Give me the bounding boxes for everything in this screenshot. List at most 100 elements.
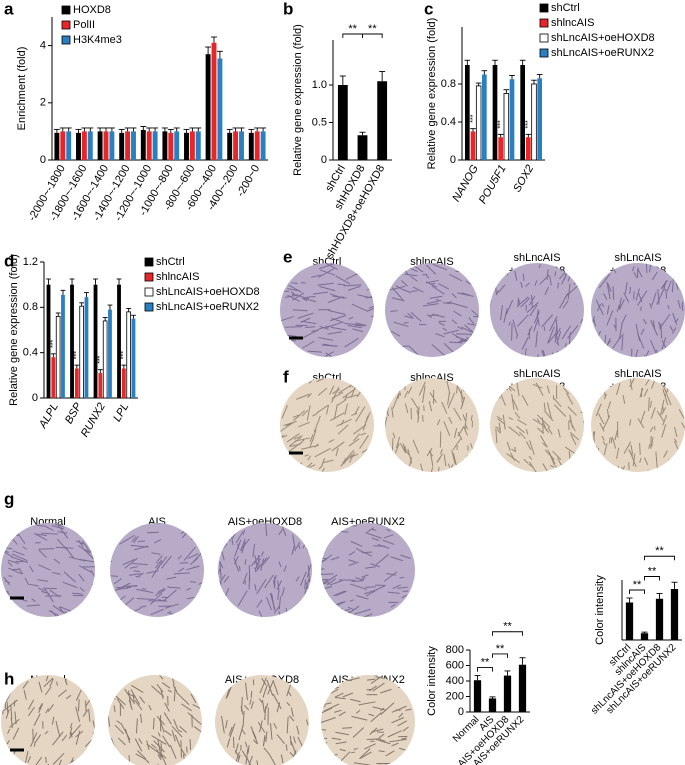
bar	[670, 589, 679, 640]
fiber	[442, 302, 451, 305]
fiber	[447, 463, 451, 469]
legend-label: shLncAIS+oeHOXD8	[551, 32, 655, 44]
fiber	[10, 556, 29, 564]
fiber	[677, 385, 683, 397]
fiber	[68, 556, 86, 562]
fiber	[606, 281, 611, 300]
fiber	[390, 330, 401, 337]
bar	[655, 598, 664, 640]
fiber	[614, 430, 618, 441]
legend-label: PolII	[73, 19, 95, 31]
fiber	[422, 303, 439, 307]
bar	[248, 132, 254, 160]
fiber	[242, 710, 245, 727]
bar	[97, 131, 103, 160]
fiber	[110, 611, 112, 617]
fiber	[476, 461, 478, 472]
fiber	[110, 683, 117, 694]
fiber	[649, 400, 653, 408]
texture	[110, 523, 204, 617]
fiber	[317, 268, 335, 278]
fiber	[525, 441, 532, 451]
micrograph	[1, 675, 95, 765]
legend-label: shLncAIS+oeRUNX2	[551, 47, 654, 59]
fiber	[319, 467, 325, 472]
fiber	[365, 348, 374, 353]
fiber	[134, 738, 143, 752]
y-tick-label: 4	[40, 40, 46, 52]
fiber	[387, 591, 400, 594]
fiber	[4, 529, 14, 532]
fiber	[306, 405, 311, 421]
fiber	[441, 401, 448, 414]
fiber	[431, 285, 445, 295]
fiber	[607, 401, 612, 409]
fiber	[366, 738, 381, 740]
fiber	[288, 284, 302, 293]
fiber	[633, 272, 638, 279]
fiber	[58, 606, 64, 613]
bar	[482, 74, 487, 160]
fiber	[254, 567, 257, 573]
fiber	[606, 408, 610, 418]
fiber	[666, 280, 672, 292]
fiber	[372, 706, 386, 711]
fiber	[429, 392, 437, 403]
fiber	[307, 565, 311, 583]
fiber	[26, 604, 40, 607]
fiber	[301, 410, 309, 417]
bar	[119, 132, 125, 160]
fiber	[677, 299, 681, 309]
fiber	[263, 747, 270, 755]
fiber	[463, 426, 468, 436]
fiber	[37, 579, 49, 582]
fiber	[337, 283, 346, 286]
fiber	[321, 458, 326, 467]
fiber	[355, 406, 366, 422]
fiber	[360, 577, 366, 581]
fiber	[533, 318, 539, 332]
fiber	[256, 599, 263, 608]
bar	[174, 131, 180, 160]
fiber	[537, 427, 544, 434]
fiber	[606, 305, 610, 315]
fiber	[302, 532, 311, 549]
fiber	[662, 389, 669, 406]
fiber	[150, 592, 163, 605]
fiber	[364, 589, 378, 595]
fiber	[611, 436, 617, 449]
fiber	[554, 326, 558, 343]
fiber	[561, 464, 569, 470]
bar	[74, 368, 79, 398]
fiber	[228, 726, 233, 736]
fiber	[1, 697, 7, 704]
fiber	[183, 546, 196, 561]
fiber	[616, 383, 621, 396]
fiber	[111, 533, 120, 536]
fiber	[656, 410, 665, 422]
fiber	[337, 399, 347, 406]
fiber	[656, 288, 665, 305]
fiber	[560, 351, 568, 357]
fiber	[380, 688, 392, 694]
fiber	[453, 428, 458, 439]
fiber	[161, 682, 171, 689]
fiber	[599, 422, 605, 432]
fiber	[616, 304, 620, 312]
fiber	[131, 563, 148, 566]
y-tick-label: 0.5	[312, 116, 327, 128]
fiber	[280, 467, 297, 472]
fiber	[347, 285, 361, 291]
fiber	[395, 436, 401, 449]
fiber	[667, 304, 670, 310]
fiber	[552, 450, 562, 460]
error-bar	[46, 278, 51, 285]
fiber	[651, 436, 654, 447]
bar	[625, 602, 634, 640]
fiber	[321, 578, 326, 583]
fiber	[401, 737, 407, 740]
fiber	[353, 608, 371, 615]
fiber	[446, 380, 451, 395]
fiber	[254, 557, 261, 570]
fiber	[331, 441, 345, 452]
